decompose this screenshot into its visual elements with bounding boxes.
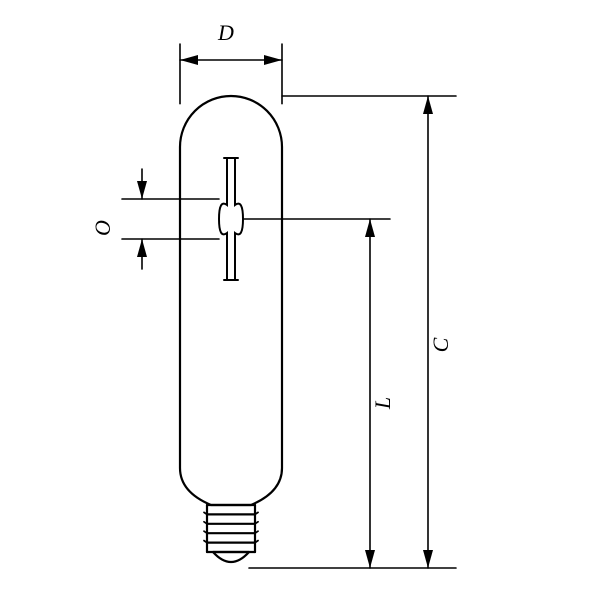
arc-tube [219, 158, 243, 280]
label-O: O [90, 220, 115, 236]
label-C: C [428, 337, 453, 352]
label-L: L [370, 397, 395, 410]
base-tip [213, 552, 249, 562]
bulb-dimension-diagram: D C L O [0, 0, 600, 600]
label-D: D [217, 20, 234, 45]
